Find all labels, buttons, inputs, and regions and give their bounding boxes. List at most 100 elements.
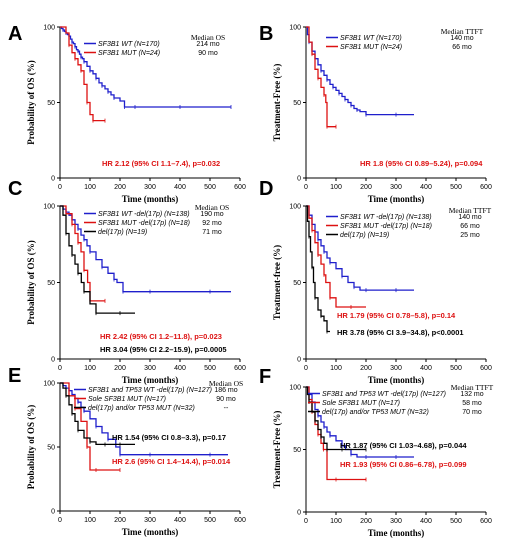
legend-median: 25 mo [460, 232, 480, 239]
legend-median: 140 mo [450, 35, 473, 42]
y-tick-label: 0 [51, 509, 55, 516]
y-tick-label: 0 [297, 510, 301, 517]
legend-entry: SF3B1 MUT -del(17p) (N=18) [340, 223, 432, 230]
km-curve-series-2 [306, 205, 366, 308]
legend-median: 140 mo [458, 214, 481, 221]
x-tick-label: 500 [450, 518, 462, 525]
legend-median: 66 mo [460, 223, 480, 230]
km-curve-series-2 [60, 26, 105, 122]
legend-entry: del(17p) and/or TP53 MUT (N=32) [88, 405, 195, 412]
x-tick-label: 400 [420, 518, 432, 525]
y-tick-label: 50 [47, 280, 55, 287]
x-tick-label: 500 [204, 517, 216, 524]
x-tick-label: 0 [304, 518, 308, 525]
legend-median: 214 mo [196, 41, 219, 48]
y-tick-label: 50 [293, 100, 301, 107]
legend-median: 71 mo [202, 229, 222, 236]
hr-annotation: HR 2.6 (95% CI 1.4–14.4), p=0.014 [112, 457, 231, 466]
y-axis-label: Probability of OS (%) [26, 405, 36, 490]
hr-annotation: HR 3.78 (95% CI 3.9–34.8), p<0.0001 [337, 328, 464, 337]
hr-annotation: HR 1.87 (95% CI 1.03–4.68), p=0.044 [340, 441, 467, 450]
median-header: Median OS [191, 33, 225, 42]
x-tick-label: 500 [204, 365, 216, 372]
y-axis-label: Treatment-Free (%) [272, 64, 282, 142]
km-curve-series-3 [60, 382, 135, 446]
panel-A: A 0 100 200 300 400 500 600 0 50 100 Time (months) P… [8, 23, 246, 204]
km-curve-series-3 [60, 205, 135, 314]
x-tick-label: 100 [84, 517, 96, 524]
x-tick-label: 400 [420, 365, 432, 372]
x-tick-label: 600 [480, 365, 492, 372]
x-tick-label: 600 [234, 365, 246, 372]
legend-median: 190 mo [200, 211, 223, 218]
km-curve-series-2 [60, 382, 120, 471]
y-tick-label: 50 [293, 447, 301, 454]
hr-annotation: HR 1.54 (95% CI 0.8–3.3), p=0.17 [112, 433, 226, 442]
x-tick-label: 300 [390, 184, 402, 191]
x-tick-label: 200 [114, 517, 126, 524]
x-tick-label: 200 [360, 184, 372, 191]
x-tick-label: 400 [174, 517, 186, 524]
median-header: Median TTFT [441, 27, 484, 36]
x-axis-label: Time (months) [122, 527, 179, 537]
y-axis-label: Probability of OS (%) [26, 240, 36, 325]
legend-median: 66 mo [452, 44, 472, 51]
median-header: Median OS [209, 379, 243, 388]
panel-B: B 0 100 200 300 400 500 600 0 50 100 Time (months) T… [259, 23, 492, 204]
panel-label: A [8, 23, 22, 45]
x-tick-label: 0 [304, 365, 308, 372]
km-curve-series-2 [60, 205, 105, 302]
x-tick-label: 200 [114, 365, 126, 372]
y-tick-label: 100 [43, 25, 55, 32]
y-tick-label: 0 [51, 176, 55, 183]
x-tick-label: 300 [144, 517, 156, 524]
x-tick-label: 600 [480, 184, 492, 191]
legend-entry: del(17p) (N=19) [98, 229, 147, 236]
legend-median: -- [224, 405, 229, 412]
median-header: Median TTFT [451, 383, 494, 392]
hr-annotation: HR 2.42 (95% CI 1.2–11.8), p=0.023 [100, 332, 222, 341]
panel-label: F [259, 366, 271, 388]
legend-entry: SF3B1 WT -del(17p) (N=138) [340, 214, 432, 221]
y-tick-label: 0 [297, 357, 301, 364]
x-tick-label: 500 [450, 184, 462, 191]
km-curve-series-1 [306, 205, 414, 291]
legend-median: 90 mo [216, 396, 236, 403]
x-axis-label: Time (months) [368, 375, 425, 385]
y-tick-label: 100 [289, 204, 301, 211]
y-axis-label: Probability of OS (%) [26, 60, 36, 145]
panel-label: D [259, 178, 273, 200]
x-tick-label: 0 [58, 184, 62, 191]
panel-label: E [8, 365, 21, 387]
legend-entry: SF3B1 WT (N=170) [98, 41, 160, 48]
panel-F: F 0 100 200 300 400 500 600 0 50 100 Time (months) T… [259, 366, 494, 538]
x-tick-label: 100 [330, 184, 342, 191]
hr-annotation: HR 1.8 (95% CI 0.89–5.24), p=0.094 [360, 159, 483, 168]
panel-C: C 0 100 200 300 400 500 600 0 50 100 Time (months) P… [8, 178, 246, 385]
legend-entry: del(17p) (N=19) [340, 232, 389, 239]
legend-median: 58 mo [462, 400, 482, 407]
x-tick-label: 200 [360, 518, 372, 525]
legend-median: 92 mo [202, 220, 222, 227]
legend-median: 90 mo [198, 50, 218, 57]
y-tick-label: 100 [43, 381, 55, 388]
legend-median: 70 mo [462, 409, 482, 416]
y-tick-label: 0 [297, 176, 301, 183]
legend-entry: SF3B1 MUT (N=24) [98, 50, 160, 57]
y-axis-label: Treatment-free (%) [272, 245, 282, 320]
legend-entry: SF3B1 and TP53 WT -del(17p) (N=127) [322, 391, 446, 398]
x-tick-label: 500 [450, 365, 462, 372]
km-curve-series-3 [306, 205, 330, 333]
y-tick-label: 50 [293, 280, 301, 287]
legend-entry: del(17p) and/or TP53 MUT (N=32) [322, 409, 429, 416]
x-tick-label: 400 [420, 184, 432, 191]
x-tick-label: 400 [174, 365, 186, 372]
x-tick-label: 100 [330, 365, 342, 372]
legend-entry: SF3B1 MUT -del(17p) (N=18) [98, 220, 190, 227]
y-axis-label: Treatment-Free (%) [272, 411, 282, 489]
x-tick-label: 100 [330, 518, 342, 525]
x-axis-label: Time (months) [122, 375, 179, 385]
x-tick-label: 300 [144, 365, 156, 372]
x-tick-label: 300 [390, 365, 402, 372]
y-tick-label: 100 [289, 25, 301, 32]
